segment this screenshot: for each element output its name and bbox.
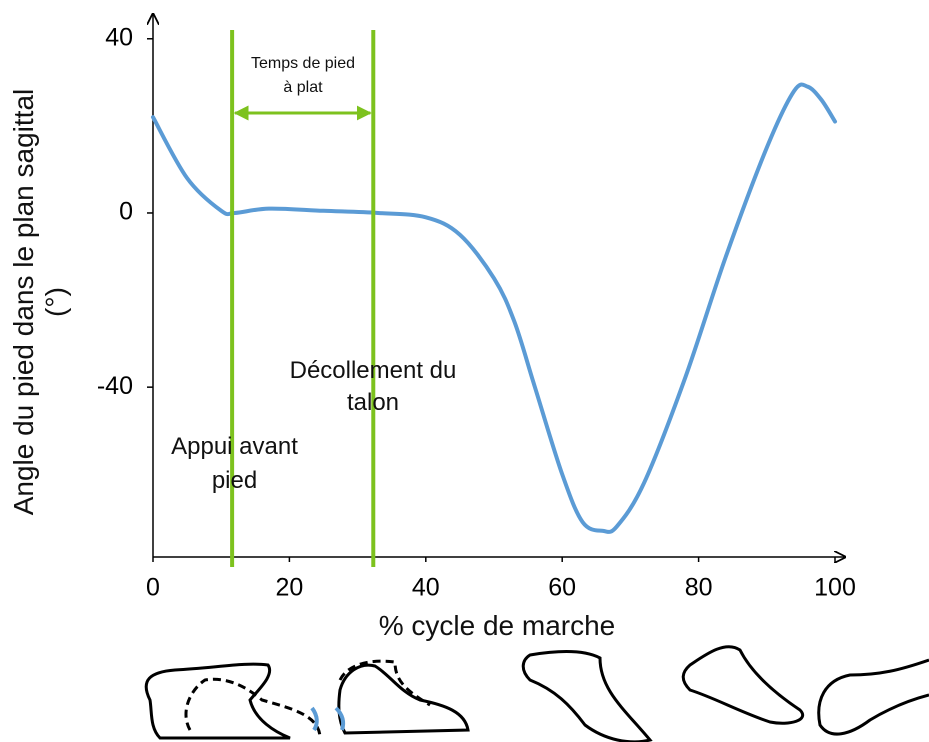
x-tick-label: 20 (275, 574, 303, 602)
x-axis-label: % cycle de marche (378, 610, 616, 641)
x-tick-label: 0 (146, 574, 160, 602)
data-line (151, 82, 837, 534)
y-tick-label: 0 (119, 198, 133, 226)
foot-drawings (144, 645, 929, 742)
x-tick-label: 80 (685, 574, 713, 602)
x-tick-label: 100 (814, 574, 856, 602)
y-tick-label: -40 (97, 372, 133, 400)
calf-marks (310, 706, 346, 732)
annotation: Temps de pied à plat (250, 55, 356, 96)
x-tick-label: 40 (412, 574, 440, 602)
y-tick-label: 40 (105, 23, 133, 51)
x-tick-label: 60 (548, 574, 576, 602)
annotation: Appui avant pied (171, 433, 298, 494)
annotation: Décollement du talon (289, 357, 457, 416)
y-axis-label: Angle du pied dans le plan sagittal (°) (8, 88, 71, 516)
